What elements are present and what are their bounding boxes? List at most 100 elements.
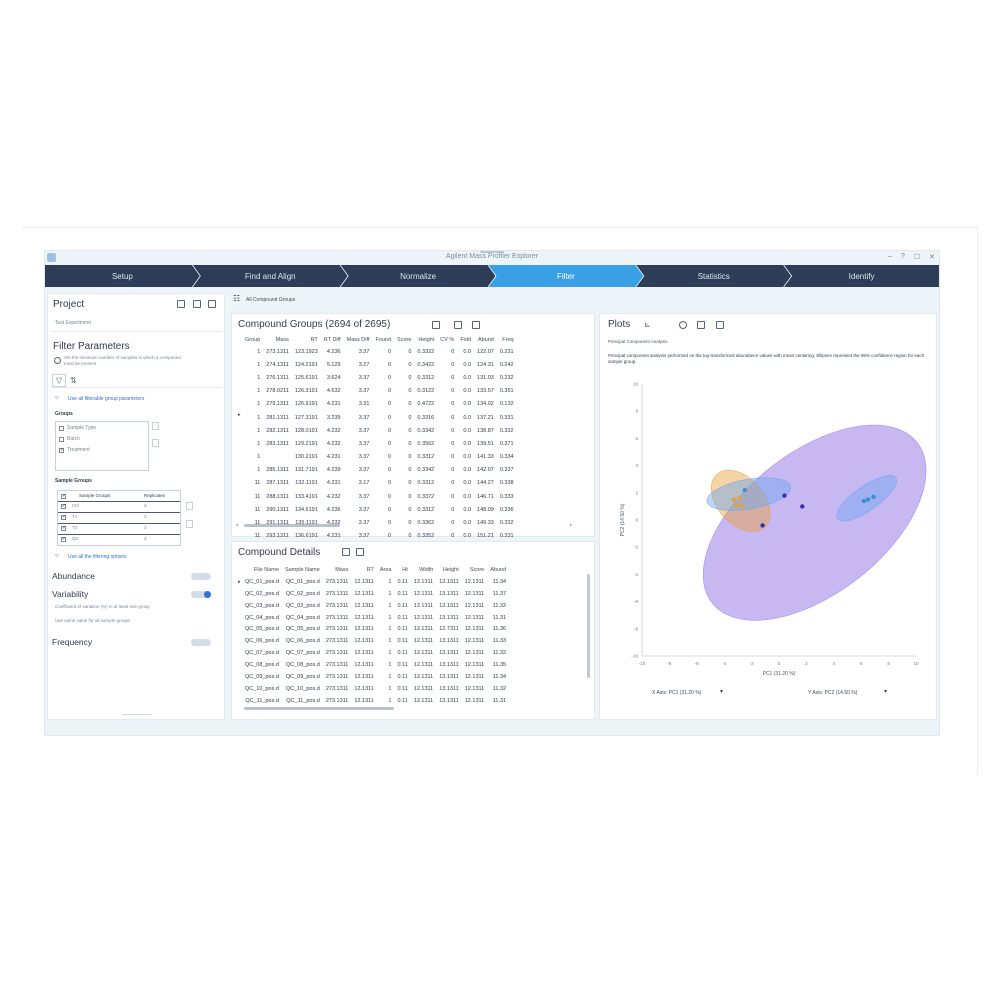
column-header[interactable]: RT — [310, 337, 318, 343]
table-row[interactable]: 1 130.2191 4.231 3.37 0 0 0.3312 0 0.0 141.33 0.33… — [242, 451, 517, 464]
table-row[interactable]: QC_08_pos.d QC_08_pos.d 273.1311 12.1311 1 0.… — [242, 659, 509, 671]
column-header[interactable]: Score — [469, 566, 485, 573]
zoom-icon[interactable] — [679, 321, 687, 329]
table-row[interactable]: QC_03_pos.d QC_03_pos.d 273.1311 12.1311 1 0.… — [242, 600, 509, 612]
vertical-scrollbar[interactable] — [587, 574, 590, 678]
column-header[interactable]: Score — [397, 337, 412, 343]
export-icon[interactable] — [472, 321, 480, 329]
column-header[interactable]: Ht — [402, 566, 408, 573]
column-header[interactable]: Mass Diff — [346, 337, 370, 343]
column-header[interactable]: Fold — [460, 337, 472, 343]
scroll-right-icon[interactable]: ▸ — [570, 522, 573, 527]
column-header[interactable]: Height — [442, 566, 459, 573]
y-axis-selector[interactable]: Y Axis: PC2 (14.50 %) — [808, 690, 858, 696]
table-row[interactable]: QC_05_pos.d QC_05_pos.d 273.1311 12.1311 1 0.… — [242, 623, 509, 635]
column-header[interactable]: Mass — [275, 337, 289, 343]
column-header[interactable]: CV % — [440, 337, 455, 343]
move-up-button[interactable] — [186, 502, 193, 510]
variability-toggle[interactable] — [191, 591, 211, 598]
table-row[interactable]: 11 288.1311 133.4191 4.232 3.37 0 0 0.3372 0 0.0 1… — [242, 490, 517, 503]
chart-type-icon[interactable]: ⊾ — [644, 320, 651, 329]
folder-icon[interactable] — [697, 321, 705, 329]
drag-handle[interactable] — [480, 251, 504, 253]
resize-grip[interactable] — [122, 714, 152, 715]
column-header[interactable]: File Name — [253, 566, 279, 573]
sample-group-checkbox[interactable]: ✓ — [61, 525, 67, 531]
x-axis-selector[interactable]: X Axis: PC1 (31.20 %) — [652, 690, 702, 696]
close-icon[interactable]: ✕ — [929, 254, 935, 261]
group-parameters-link[interactable]: Use all filterable group parameters — [68, 396, 145, 402]
group-checkbox-checked[interactable]: ✓ — [59, 447, 65, 453]
maximize-icon[interactable]: ☐ — [913, 254, 921, 261]
column-header[interactable]: Abund — [477, 337, 494, 343]
step-filter[interactable]: Filter — [488, 265, 643, 287]
columns-icon[interactable] — [454, 321, 462, 329]
column-header[interactable]: Width — [419, 566, 434, 573]
save-project-icon[interactable] — [193, 300, 201, 308]
dropdown-chevron-icon[interactable]: ▾ — [720, 689, 724, 695]
step-setup[interactable]: Setup — [45, 265, 200, 287]
export-icon[interactable] — [716, 321, 724, 329]
scroll-left-icon[interactable]: ◂ — [236, 522, 239, 527]
pca-scatter-plot[interactable]: -10 -8 -6 -4 -2 0 2 4 6 8 10 -10 -8 -6 -4 -2 0 2 4 6 8 10 PC1 … — [600, 376, 938, 686]
column-header[interactable]: RT Diff — [323, 337, 341, 343]
table-row[interactable]: QC_10_pos.d QC_10_pos.d 273.1311 12.1311 1 0.… — [242, 683, 509, 695]
columns-icon[interactable] — [356, 548, 364, 556]
group-checkbox[interactable] — [59, 437, 64, 442]
select-all-checkbox[interactable]: ✓ — [61, 493, 67, 499]
table-row[interactable]: QC_01_pos.d QC_01_pos.d 273.1311 12.1311 1 0.… — [242, 576, 509, 588]
table-row[interactable]: 1 276.1311 125.6191 3.624 3.37 0 0 0.3312 0 0.0 13… — [242, 371, 517, 384]
table-row[interactable]: QC_04_pos.d QC_04_pos.d 273.1311 12.1311 1 0.… — [242, 612, 509, 624]
horizontal-scrollbar[interactable] — [244, 707, 394, 710]
step-normalize[interactable]: Normalize — [341, 265, 496, 287]
radio-icon[interactable]: ○ — [55, 395, 59, 401]
table-row[interactable]: QC_09_pos.d QC_09_pos.d 273.1311 12.1311 1 0.… — [242, 671, 509, 683]
minimize-icon[interactable]: – — [888, 253, 892, 260]
table-row[interactable]: QC_11_pos.d QC_11_pos.d 273.1311 12.1311 1 0.… — [242, 695, 509, 707]
sample-group-checkbox[interactable]: ✓ — [61, 514, 67, 520]
step-identify[interactable]: Identify — [784, 265, 939, 287]
table-row[interactable]: 11 287.1311 132.1191 4.231 3.17 0 0 0.3312 0 0.0 1… — [242, 477, 517, 490]
column-header[interactable]: Area — [379, 566, 392, 573]
group-checkbox[interactable] — [59, 426, 64, 431]
column-header[interactable]: Found — [375, 337, 392, 343]
column-header[interactable]: RT — [366, 566, 374, 573]
table-row[interactable]: 11 290.1311 134.6191 4.236 3.37 0 0 0.3312 0 0.0 1… — [242, 503, 517, 516]
column-header[interactable]: Height — [418, 337, 435, 343]
column-header[interactable]: Mass — [335, 566, 349, 573]
table-row[interactable]: 1 278.0211 126.3191 4.632 3.37 0 0 0.3122 0 0.0 13… — [242, 385, 517, 398]
column-header[interactable]: Sample Name — [284, 566, 320, 573]
table-row[interactable]: QC_07_pos.d QC_07_pos.d 273.1311 12.1311 1 0.… — [242, 647, 509, 659]
folder-icon[interactable] — [342, 548, 350, 556]
table-row[interactable]: 1 273.1311 123.1923 4.236 3.37 0 0 0.3322 0 0.0 12… — [242, 345, 517, 358]
move-up-button[interactable] — [152, 422, 159, 430]
table-row[interactable]: 1 281.1311 127.3191 3.239 3.37 0 0 0.3316 0 0.0 13… — [242, 411, 517, 424]
horizontal-scrollbar[interactable] — [244, 524, 340, 527]
table-row[interactable]: 1 279.1311 126.9191 4.231 3.31 0 0 0.4722 0 0.0 13… — [242, 398, 517, 411]
column-header[interactable]: Group — [245, 337, 261, 343]
open-project-icon[interactable] — [177, 300, 185, 308]
table-row[interactable]: 1 282.1311 128.0191 4.232 3.37 0 0 0.3342 0 0.0 13… — [242, 424, 517, 437]
folder-icon[interactable] — [432, 321, 440, 329]
abundance-toggle[interactable] — [191, 573, 211, 580]
sample-group-checkbox[interactable]: ✓ — [61, 503, 67, 509]
radio-icon[interactable]: ○ — [55, 553, 59, 559]
sample-group-checkbox[interactable]: ✓ — [61, 536, 67, 542]
table-row[interactable]: QC_02_pos.d QC_02_pos.d 273.1311 12.1311 1 0.… — [242, 588, 509, 600]
filtering-options-link[interactable]: Use all the filtering options — [68, 554, 127, 560]
table-row[interactable]: 1 283.1311 129.2191 4.232 3.37 0 0 0.3562 0 0.0 13… — [242, 437, 517, 450]
table-row[interactable]: 11 293.1311 136.6191 4.231 3.37 0 0 0.3352 0 0.0 1… — [242, 530, 517, 543]
move-down-button[interactable] — [186, 520, 193, 528]
column-header[interactable]: Abund — [490, 566, 507, 573]
step-find-and-align[interactable]: Find and Align — [193, 265, 348, 287]
dropdown-chevron-icon[interactable]: ▾ — [884, 689, 888, 695]
filter-tab[interactable] — [52, 374, 66, 387]
column-header[interactable]: Freq — [502, 337, 514, 343]
help-icon[interactable]: ? — [900, 253, 905, 260]
sort-icon[interactable]: ⇅ — [70, 376, 77, 385]
frequency-toggle[interactable] — [191, 639, 211, 646]
filter-list-icon[interactable]: ☷ — [233, 294, 241, 303]
step-statistics[interactable]: Statistics — [636, 265, 791, 287]
table-row[interactable]: 1 274.1311 124.2191 5.129 3.27 0 0 0.3422 0 0.0 12… — [242, 358, 517, 371]
